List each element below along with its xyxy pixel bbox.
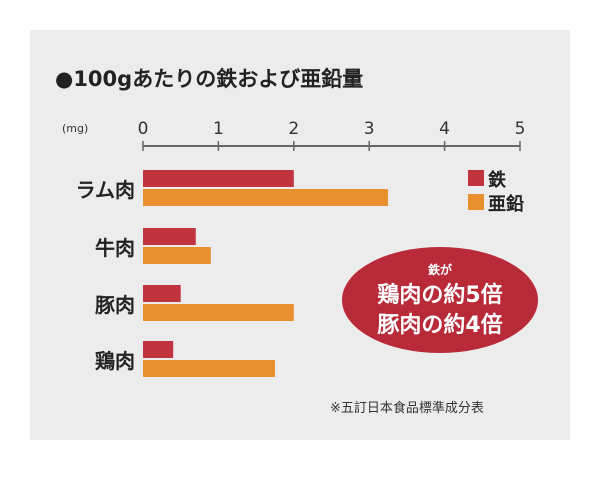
tick-label: 4 [439, 119, 450, 139]
legend-label-zinc: 亜鉛 [488, 193, 524, 215]
callout: 鉄が 鶏肉の約5倍 豚肉の約4倍 [342, 247, 538, 353]
bar-zinc [143, 360, 275, 377]
legend-swatch-zinc [468, 194, 484, 210]
footnote: ※五訂日本食品標準成分表 [330, 400, 484, 416]
category-label: 鶏肉 [95, 349, 135, 373]
callout-line2: 鶏肉の約5倍 [377, 282, 502, 308]
callout-line3: 豚肉の約4倍 [377, 312, 502, 338]
bar-zinc [143, 189, 389, 206]
category-label: 牛肉 [95, 236, 135, 260]
tick-label: 2 [288, 119, 299, 139]
bar-iron [143, 285, 181, 302]
chart-title: ●100gあたりの鉄および亜鉛量 [55, 67, 363, 91]
tick-label: 3 [364, 119, 375, 139]
legend-swatch-iron [468, 170, 484, 186]
category-label: 豚肉 [95, 293, 135, 317]
bar-iron [143, 170, 294, 187]
legend-label-iron: 鉄 [488, 169, 506, 191]
legend: 鉄 亜鉛 [468, 169, 524, 215]
bar-zinc [143, 304, 294, 321]
tick-label: 0 [138, 119, 149, 139]
callout-line1: 鉄が [428, 262, 452, 277]
tick-label: 1 [213, 119, 224, 139]
unit-label: (mg) [62, 122, 88, 135]
category-label: ラム肉 [76, 178, 135, 202]
bar-iron [143, 228, 196, 245]
chart-panel [30, 30, 570, 440]
tick-label: 5 [515, 119, 526, 139]
bar-iron [143, 341, 174, 358]
bar-zinc [143, 247, 211, 264]
callout-ellipse [342, 247, 538, 353]
